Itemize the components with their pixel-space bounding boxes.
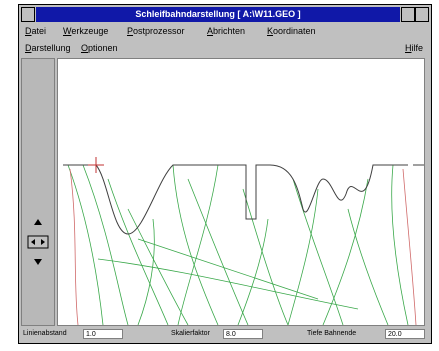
drawing-area — [57, 58, 425, 326]
status-bar: Linienabstand 1.0 Skalierfaktor 8.0 Tief… — [21, 328, 429, 342]
path — [108, 179, 168, 325]
path — [68, 165, 103, 325]
navigation-panel — [21, 58, 55, 326]
arrow-down[interactable] — [34, 259, 42, 265]
status-value[interactable]: 8.0 — [223, 329, 263, 339]
menu-item[interactable]: Postprozessor — [127, 26, 185, 36]
window: Schleifbahndarstellung [ A:\W11.GEO ] Da… — [18, 4, 432, 344]
path — [98, 259, 358, 309]
path — [243, 189, 288, 325]
status-label: Tiefe Bahnende — [307, 330, 356, 337]
status-label: Skalierfaktor — [171, 330, 210, 337]
menu-item[interactable]: Werkzeuge — [63, 26, 108, 36]
page: Schleifbahndarstellung [ A:\W11.GEO ] Da… — [0, 0, 439, 351]
path — [403, 169, 416, 325]
system-menu-button[interactable] — [21, 7, 35, 22]
toolbar-item[interactable]: Optionen — [81, 43, 118, 53]
minimize-button[interactable] — [401, 7, 415, 22]
window-title: Schleifbahndarstellung [ A:\W11.GEO ] — [135, 9, 300, 19]
title-bar: Schleifbahndarstellung [ A:\W11.GEO ] — [36, 7, 400, 22]
status-value[interactable]: 20.0 — [385, 329, 425, 339]
menu-item[interactable]: Abrichten — [207, 26, 245, 36]
menu-item[interactable]: Koordinaten — [267, 26, 316, 36]
grinding-path-view — [58, 59, 424, 325]
status-value[interactable]: 1.0 — [83, 329, 123, 339]
path — [348, 209, 388, 325]
path — [238, 219, 268, 325]
arrow-up[interactable] — [34, 219, 42, 225]
path — [173, 165, 218, 325]
help-item[interactable]: Hilfe — [405, 43, 423, 53]
status-label: Linienabstand — [23, 330, 67, 337]
toolbar-item[interactable]: Darstellung — [25, 43, 71, 53]
path — [128, 209, 188, 325]
path — [138, 239, 318, 299]
menu-item[interactable]: Datei — [25, 26, 46, 36]
path — [138, 219, 154, 325]
profile-line — [63, 165, 408, 234]
path — [392, 165, 408, 325]
cursor-cross — [88, 157, 104, 173]
navigation-arrows — [22, 59, 54, 325]
maximize-button[interactable] — [415, 7, 429, 22]
path — [188, 179, 248, 325]
path — [83, 165, 128, 325]
path — [178, 165, 218, 325]
